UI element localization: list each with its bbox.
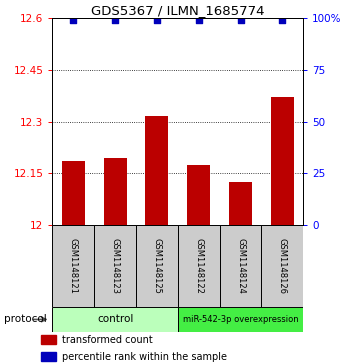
Bar (219, 225, 261, 307)
Bar (145, 117, 168, 225)
Point (70, 17, 76, 23)
Text: control: control (97, 314, 133, 325)
Text: percentile rank within the sample: percentile rank within the sample (62, 352, 227, 362)
Point (238, 17, 243, 23)
Text: GSM1148121: GSM1148121 (69, 238, 78, 294)
Bar (41, 352, 56, 362)
Title: GDS5367 / ILMN_1685774: GDS5367 / ILMN_1685774 (91, 4, 265, 17)
Point (279, 17, 285, 23)
Bar (178, 307, 303, 332)
Point (112, 17, 118, 23)
Text: GSM1148126: GSM1148126 (278, 238, 287, 294)
Bar (41, 335, 56, 344)
Text: GSM1148122: GSM1148122 (194, 238, 203, 294)
Bar (136, 225, 178, 307)
Text: transformed count: transformed count (62, 335, 153, 345)
Text: GSM1148125: GSM1148125 (152, 238, 161, 294)
Text: miR-542-3p overexpression: miR-542-3p overexpression (183, 315, 298, 324)
Bar (271, 98, 294, 225)
Bar (104, 158, 127, 225)
Bar (187, 165, 210, 225)
Bar (178, 225, 219, 307)
Bar (261, 225, 303, 307)
Bar (52, 307, 178, 332)
Text: GSM1148124: GSM1148124 (236, 238, 245, 294)
Text: protocol: protocol (4, 314, 46, 325)
Bar (62, 161, 85, 225)
Point (154, 17, 160, 23)
Text: GSM1148123: GSM1148123 (110, 238, 119, 294)
Bar (94, 225, 136, 307)
Point (196, 17, 201, 23)
Bar (52, 225, 94, 307)
Bar (229, 182, 252, 225)
